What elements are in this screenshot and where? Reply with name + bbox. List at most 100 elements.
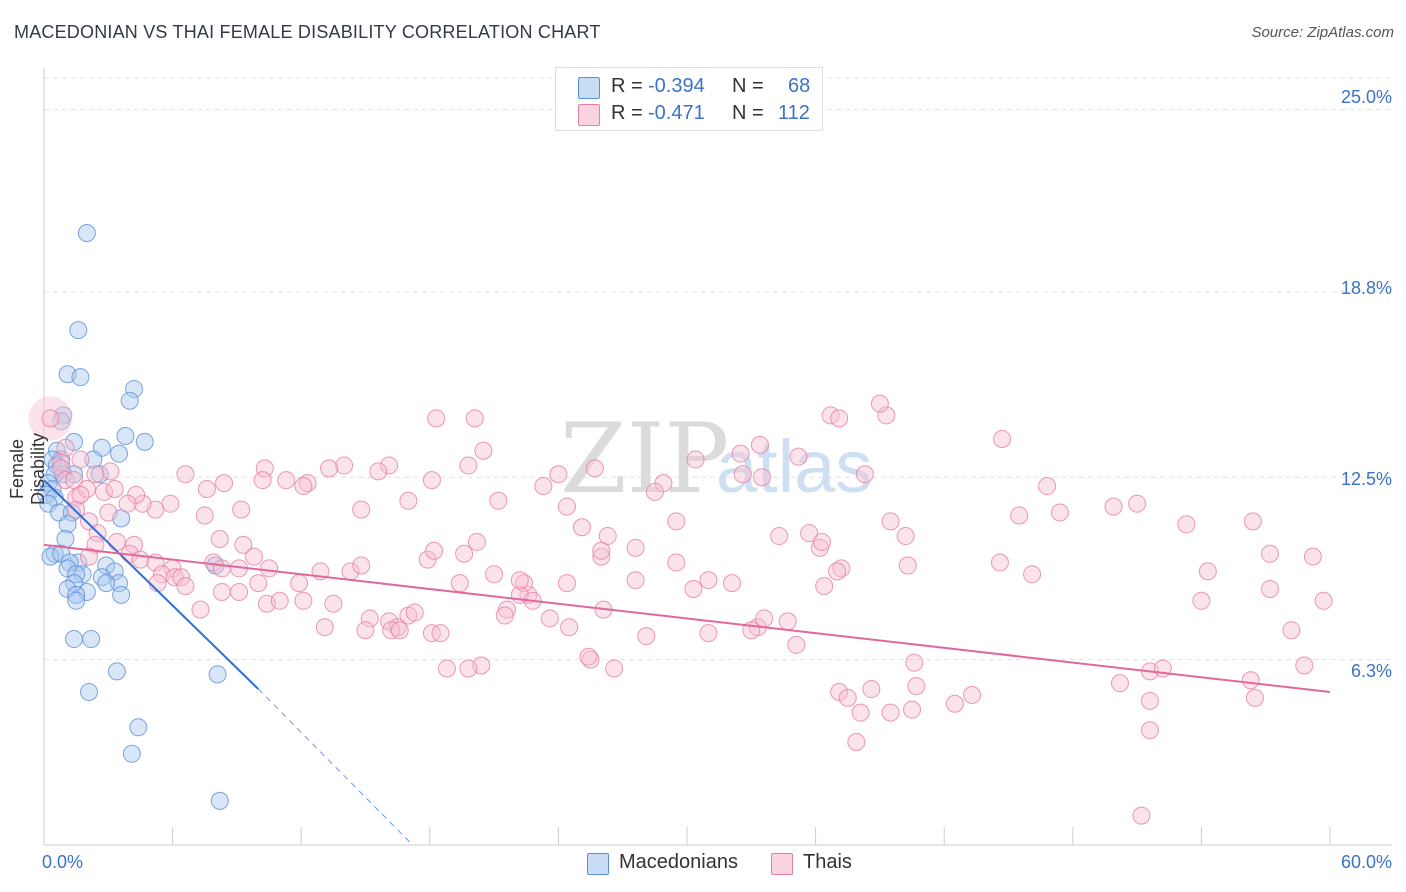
point-thai	[101, 462, 120, 481]
point-thai	[851, 703, 870, 722]
y-tick-label: 12.5%	[1340, 469, 1392, 489]
legend-n-value: 68	[788, 75, 811, 97]
point-thai	[540, 609, 559, 628]
point-thai	[731, 444, 750, 463]
stats-legend: R = -0.394 N = 68 R = -0.471 N = 112	[555, 67, 823, 131]
point-thai	[255, 459, 274, 478]
point-thai	[510, 571, 529, 590]
point-thai	[270, 591, 289, 610]
point-thai	[581, 650, 600, 669]
point-macedonian	[116, 427, 135, 446]
point-thai	[813, 532, 832, 551]
point-thai	[290, 574, 309, 593]
point-thai	[253, 471, 272, 490]
point-thai	[427, 409, 446, 428]
point-thai	[41, 409, 60, 428]
point-thai	[592, 541, 611, 560]
point-thai	[1104, 497, 1123, 516]
point-thai	[86, 465, 105, 484]
point-thai	[905, 653, 924, 672]
point-thai	[215, 474, 234, 493]
point-thai	[1050, 503, 1069, 522]
point-thai	[390, 621, 409, 640]
point-thai	[667, 553, 686, 572]
point-macedonian	[210, 791, 229, 810]
legend-row-thais: R = -0.471 N = 112	[556, 101, 822, 127]
point-thai	[881, 703, 900, 722]
point-thai	[787, 635, 806, 654]
point-thai	[549, 465, 568, 484]
point-macedonian	[107, 662, 126, 681]
point-thai	[1010, 506, 1029, 525]
point-macedonian	[82, 630, 101, 649]
point-thai	[474, 441, 493, 460]
point-thai	[699, 624, 718, 643]
legend-r-value: -0.471	[648, 102, 705, 124]
point-thai	[1132, 806, 1151, 825]
point-thai	[1243, 512, 1262, 531]
point-macedonian	[71, 368, 90, 387]
point-thai	[838, 688, 857, 707]
legend-r-label: R =	[611, 102, 643, 124]
point-thai	[815, 577, 834, 596]
point-thai	[437, 659, 456, 678]
point-macedonian	[69, 321, 88, 340]
point-thai	[830, 409, 849, 428]
point-thai	[1110, 674, 1129, 693]
point-macedonian	[135, 432, 154, 451]
legend-n-value: 112	[778, 102, 810, 124]
point-thai	[212, 559, 231, 578]
point-thai	[399, 491, 418, 510]
point-thai	[489, 491, 508, 510]
axes	[43, 68, 1392, 846]
point-macedonian	[208, 665, 227, 684]
point-thai	[557, 574, 576, 593]
point-thai	[560, 618, 579, 637]
point-thai	[626, 571, 645, 590]
point-thai	[99, 503, 118, 522]
point-thai	[161, 494, 180, 513]
point-macedonian	[90, 465, 109, 484]
point-thai	[172, 568, 191, 587]
point-thai	[67, 500, 86, 519]
point-thai	[245, 547, 264, 566]
legend-swatch-thais	[578, 104, 600, 126]
point-thai	[723, 574, 742, 593]
point-thai	[52, 453, 71, 472]
point-thai	[107, 532, 126, 551]
point-thai	[645, 482, 664, 501]
point-thai	[870, 394, 889, 413]
point-thai	[605, 659, 624, 678]
point-thai	[71, 485, 90, 504]
point-macedonian	[129, 718, 148, 737]
series-thais	[28, 394, 1333, 825]
point-thai	[1198, 562, 1217, 581]
point-thai	[828, 562, 847, 581]
point-thai	[422, 471, 441, 490]
point-thai	[485, 565, 504, 584]
point-thai	[626, 538, 645, 557]
series-macedonians	[37, 224, 229, 810]
trend-line-macedonians	[43, 479, 260, 690]
point-thai	[800, 524, 819, 543]
point-thai	[105, 479, 124, 498]
trend-lines	[43, 479, 1331, 846]
point-thai	[380, 456, 399, 475]
point-macedonian	[41, 547, 60, 566]
point-macedonian	[122, 744, 141, 763]
point-thai	[667, 512, 686, 531]
point-thai	[234, 535, 253, 554]
point-thai	[1245, 688, 1264, 707]
point-thai	[534, 477, 553, 496]
source-label: Source: ZipAtlas.com	[1251, 24, 1394, 41]
point-macedonian	[97, 574, 116, 593]
point-macedonian	[39, 494, 58, 513]
point-macedonian	[65, 630, 84, 649]
point-thai	[1192, 591, 1211, 610]
point-thai	[1260, 580, 1279, 599]
point-thai	[1314, 591, 1333, 610]
point-thai	[465, 409, 484, 428]
point-thai	[1140, 691, 1159, 710]
point-macedonian	[67, 585, 86, 604]
point-thai	[898, 556, 917, 575]
